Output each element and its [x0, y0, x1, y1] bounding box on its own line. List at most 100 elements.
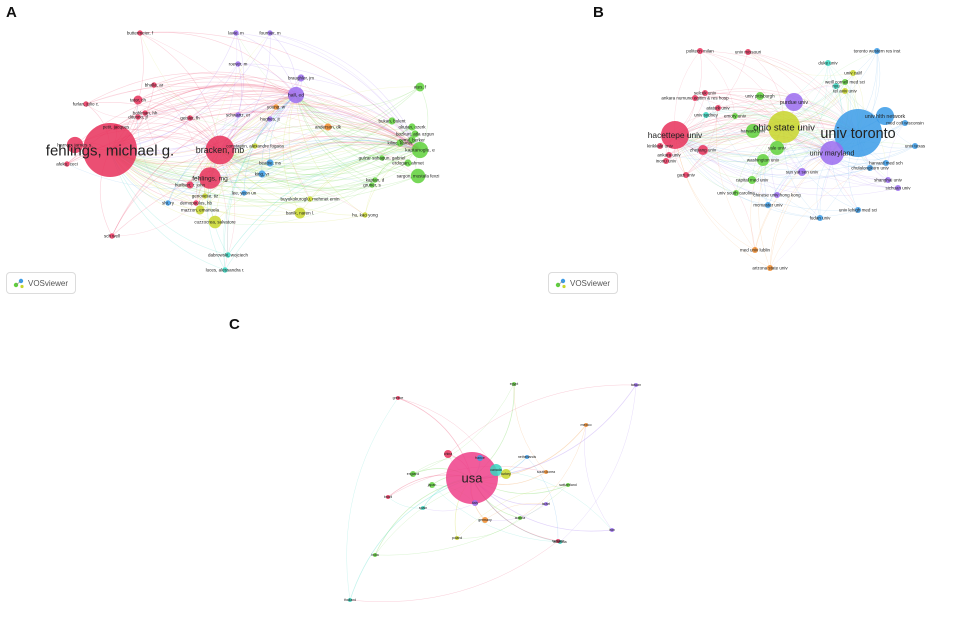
network-node[interactable]: [732, 113, 738, 119]
network-node[interactable]: [912, 143, 918, 149]
network-node[interactable]: [408, 136, 416, 144]
network-node[interactable]: [850, 70, 856, 76]
network-node[interactable]: [83, 123, 137, 177]
network-node[interactable]: [415, 82, 425, 92]
network-node[interactable]: [233, 30, 239, 36]
network-node[interactable]: [362, 212, 368, 218]
network-node[interactable]: [765, 202, 771, 208]
network-node[interactable]: [287, 86, 305, 104]
network-node[interactable]: [883, 160, 889, 166]
network-node[interactable]: [348, 598, 352, 602]
network-node[interactable]: [421, 506, 425, 510]
network-node[interactable]: [745, 49, 751, 55]
network-node[interactable]: [472, 500, 478, 506]
network-node[interactable]: [634, 383, 638, 387]
network-node[interactable]: [833, 83, 839, 89]
network-node[interactable]: [702, 90, 708, 96]
network-node[interactable]: [703, 112, 709, 118]
network-node[interactable]: [518, 516, 522, 520]
network-node[interactable]: [142, 110, 148, 116]
network-node[interactable]: [501, 469, 511, 479]
network-node[interactable]: [396, 139, 404, 147]
network-node[interactable]: [294, 207, 306, 219]
network-node[interactable]: [820, 141, 844, 165]
network-node[interactable]: [768, 111, 800, 143]
network-node[interactable]: [752, 247, 758, 253]
network-node[interactable]: [525, 455, 529, 459]
network-node[interactable]: [867, 165, 873, 171]
network-node[interactable]: [544, 502, 548, 506]
network-node[interactable]: [411, 130, 419, 138]
network-node[interactable]: [757, 154, 769, 166]
network-node[interactable]: [386, 495, 390, 499]
network-node[interactable]: [404, 159, 412, 167]
network-node[interactable]: [733, 190, 739, 196]
network-node[interactable]: [697, 48, 703, 54]
network-node[interactable]: [876, 107, 894, 125]
network-node[interactable]: [610, 528, 614, 532]
network-node[interactable]: [842, 79, 848, 85]
network-node[interactable]: [372, 177, 378, 183]
network-node[interactable]: [767, 265, 773, 271]
network-node[interactable]: [798, 168, 806, 176]
network-node[interactable]: [817, 215, 823, 221]
network-node[interactable]: [756, 92, 764, 100]
network-node[interactable]: [235, 61, 241, 67]
network-node[interactable]: [446, 452, 498, 504]
network-node[interactable]: [698, 145, 708, 155]
network-node[interactable]: [195, 205, 205, 215]
network-node[interactable]: [666, 152, 672, 158]
network-node[interactable]: [692, 95, 698, 101]
network-node[interactable]: [482, 517, 488, 523]
network-node[interactable]: [774, 192, 780, 198]
network-node[interactable]: [874, 48, 880, 54]
network-node[interactable]: [661, 121, 689, 149]
network-node[interactable]: [307, 196, 313, 202]
network-node[interactable]: [895, 185, 901, 191]
network-node[interactable]: [252, 143, 258, 149]
network-node[interactable]: [770, 141, 784, 155]
network-node[interactable]: [556, 539, 560, 543]
network-node[interactable]: [109, 233, 115, 239]
network-node[interactable]: [584, 423, 588, 427]
network-node[interactable]: [373, 553, 377, 557]
network-node[interactable]: [746, 124, 760, 138]
network-node[interactable]: [566, 483, 570, 487]
network-node[interactable]: [241, 190, 247, 196]
network-node[interactable]: [785, 93, 803, 111]
network-node[interactable]: [235, 112, 241, 118]
network-node[interactable]: [444, 450, 452, 458]
network-node[interactable]: [133, 95, 143, 105]
network-node[interactable]: [855, 207, 861, 213]
network-node[interactable]: [151, 82, 157, 88]
network-node[interactable]: [137, 30, 143, 36]
network-node[interactable]: [379, 155, 385, 161]
network-node[interactable]: [825, 60, 831, 66]
network-node[interactable]: [544, 470, 548, 474]
network-node[interactable]: [64, 161, 70, 167]
network-node[interactable]: [411, 141, 429, 159]
network-node[interactable]: [113, 124, 119, 130]
network-node[interactable]: [663, 158, 669, 164]
network-node[interactable]: [135, 114, 141, 120]
network-node[interactable]: [267, 116, 273, 122]
network-node[interactable]: [388, 117, 396, 125]
network-node[interactable]: [885, 177, 891, 183]
network-node[interactable]: [193, 200, 199, 206]
network-node[interactable]: [683, 172, 689, 178]
network-node[interactable]: [267, 30, 273, 36]
network-node[interactable]: [369, 182, 375, 188]
network-node[interactable]: [199, 167, 221, 189]
network-node[interactable]: [396, 396, 400, 400]
network-node[interactable]: [297, 74, 305, 82]
network-node[interactable]: [225, 252, 231, 258]
network-node[interactable]: [208, 215, 222, 229]
network-node[interactable]: [410, 471, 416, 477]
network-node[interactable]: [477, 455, 483, 461]
network-node[interactable]: [715, 105, 721, 111]
network-node[interactable]: [490, 464, 502, 476]
network-node[interactable]: [273, 104, 279, 110]
